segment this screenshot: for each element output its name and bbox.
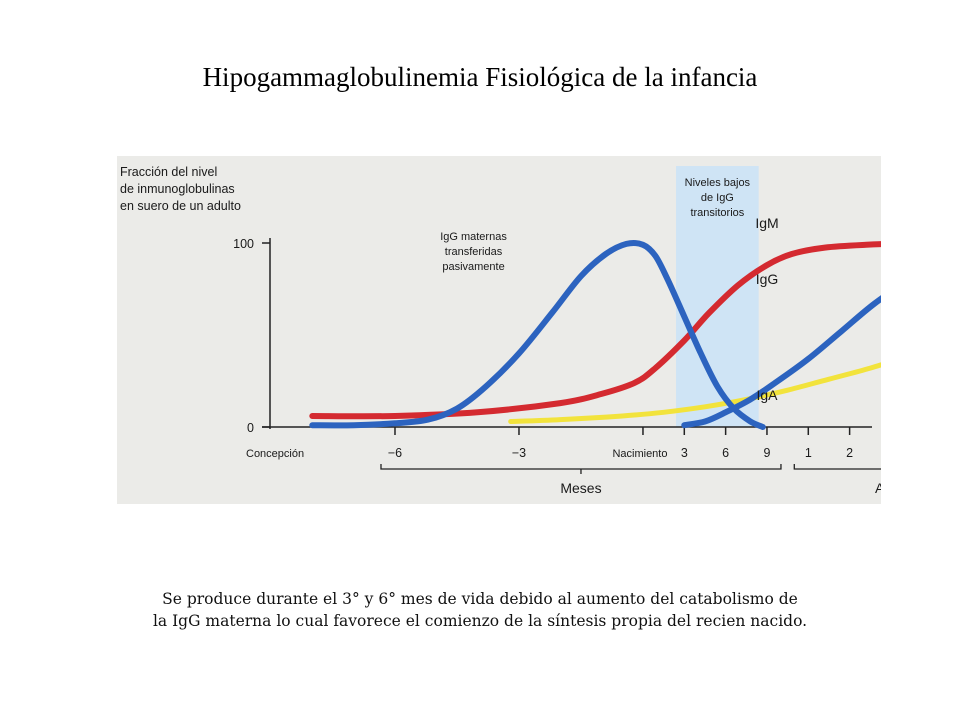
series-label-igm: IgM (755, 215, 778, 231)
series-lines (309, 239, 881, 430)
series-line-igg-maternal (309, 239, 766, 430)
y-axis-ticks: 0 100 (233, 237, 270, 435)
y-axis-title-line: de inmunoglobulinas (120, 182, 235, 196)
chart-canvas: Niveles bajos de IgG transitorios Fracción… (117, 156, 881, 504)
x-group-bracket (793, 464, 881, 470)
shaded-region-label-line: de IgG (701, 192, 734, 204)
shaded-region-label: Niveles bajos de IgG transitorios (685, 177, 751, 219)
shaded-region-label-line: Niveles bajos (685, 177, 751, 189)
x-axis-groups: Meses Años (380, 464, 881, 496)
x-tick-label: −6 (388, 446, 402, 460)
x-group-label: Años (875, 480, 881, 496)
x-group-label: Meses (560, 480, 601, 496)
x-tick-label: 1 (805, 446, 812, 460)
y-axis-title-line: en suero de un adulto (120, 199, 241, 213)
annotation-line: transferidas (445, 246, 503, 258)
series-line-iga (508, 362, 881, 424)
caption-line-1: Se produce durante el 3° y 6° mes de vid… (162, 590, 798, 608)
y-tick-label: 0 (247, 421, 254, 435)
series-label-igg: IgG (756, 271, 779, 287)
series-line-igg (681, 295, 881, 429)
x-axis-ticks: Concepción−6−3Nacimiento36912345Adulto (246, 427, 853, 460)
y-axis-title-line: Fracción del nivel (120, 165, 217, 179)
x-tick-label: 2 (846, 446, 853, 460)
y-axis-title: Fracción del nivel de inmunoglobulinas en … (120, 165, 241, 213)
series-line-igm (309, 241, 881, 420)
x-tick-label: 9 (763, 446, 770, 460)
x-tick-label: 6 (722, 446, 729, 460)
x-tick-label: Nacimiento (612, 448, 667, 460)
caption-line-2: la IgG materna lo cual favorece el comie… (152, 612, 808, 630)
x-tick-label: −3 (512, 446, 526, 460)
maternal-igg-annotation: IgG maternas transferidas pasivamente (440, 231, 507, 273)
slide-caption: Se produce durante el 3° y 6° mes de vid… (100, 588, 860, 632)
annotation-line: pasivamente (442, 261, 504, 273)
x-tick-label: 3 (681, 446, 688, 460)
y-tick-label: 100 (233, 237, 254, 251)
chart: Niveles bajos de IgG transitorios Fracción… (117, 156, 881, 504)
shaded-region-label-line: transitorios (690, 207, 744, 219)
slide-title: Hipogammaglobulinemia Fisiológica de la … (202, 62, 758, 92)
series-labels: IgM IgG IgA (755, 215, 778, 403)
series-label-iga: IgA (756, 387, 778, 403)
x-tick-label: Concepción (246, 448, 304, 460)
annotation-line: IgG maternas (440, 231, 507, 243)
